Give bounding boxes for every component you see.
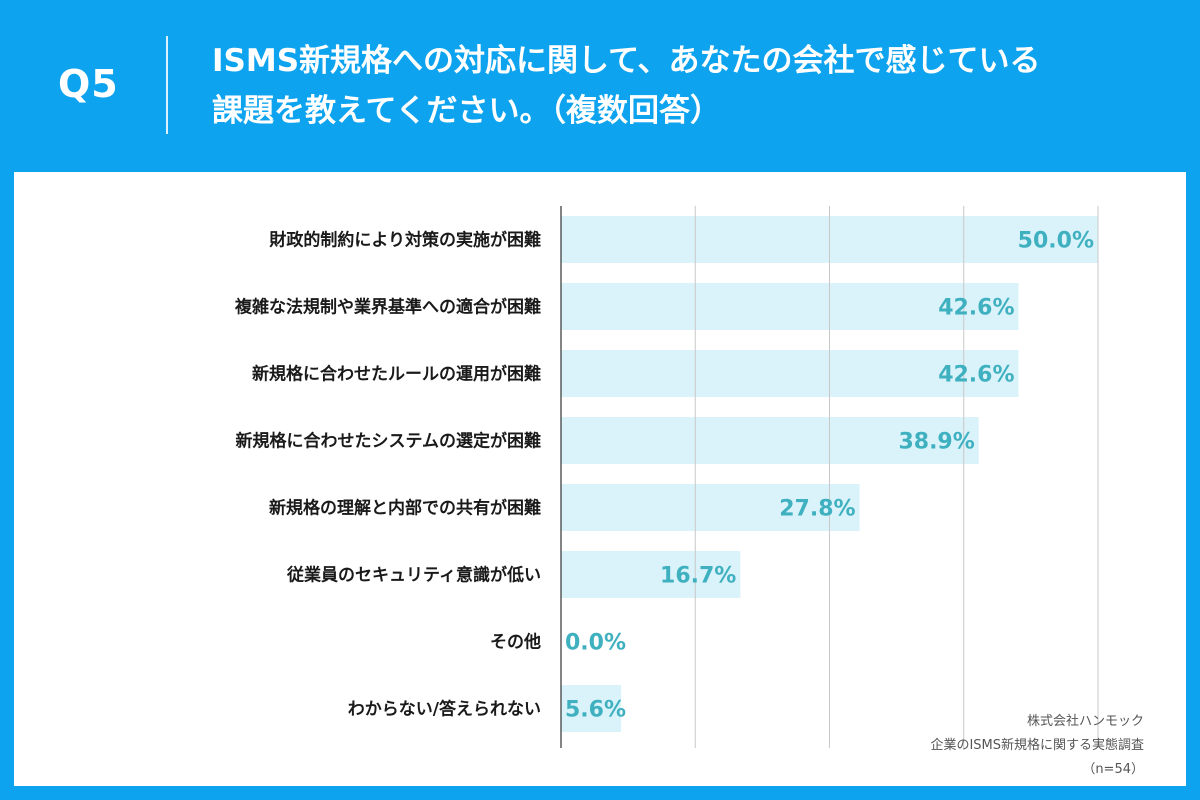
value-label-6: 0.0% — [565, 631, 626, 656]
question-number: Q5 — [58, 62, 119, 106]
question-header: Q5 ISMS新規格への対応に関して、あなたの会社で感じている 課題を教えてくだ… — [0, 0, 1200, 170]
source-company: 株式会社ハンモック — [1026, 714, 1144, 729]
bar-2 — [561, 350, 1019, 397]
source-sample: （n=54） — [1082, 762, 1144, 777]
category-label-1: 複雑な法規制や業界基準への適合が困難 — [234, 297, 541, 318]
value-label-2: 42.6% — [938, 363, 1014, 388]
value-label-5: 16.7% — [660, 564, 736, 589]
chart-panel: 財政的制約により対策の実施が困難 50.0% 複雑な法規制や業界基準への適合が困難 4… — [14, 172, 1186, 786]
bar-chart: 財政的制約により対策の実施が困難 50.0% 複雑な法規制や業界基準への適合が困難 4… — [234, 206, 1099, 748]
bar-7 — [561, 685, 622, 732]
value-label-1: 42.6% — [938, 296, 1014, 321]
bar-3 — [561, 417, 979, 464]
bar-5 — [561, 551, 741, 598]
category-label-5: 従業員のセキュリティ意識が低い — [286, 565, 541, 586]
category-label-4: 新規格の理解と内部での共有が困難 — [269, 498, 541, 519]
question-line-2: 課題を教えてください。（複数回答） — [212, 93, 722, 129]
category-label-3: 新規格に合わせたシステムの選定が困難 — [236, 431, 542, 452]
question-text: ISMS新規格への対応に関して、あなたの会社で感じている 課題を教えてください。… — [212, 36, 1172, 136]
category-label-6: その他 — [490, 632, 541, 653]
question-line-1: ISMS新規格への対応に関して、あなたの会社で感じている — [212, 43, 1041, 79]
bar-4 — [561, 484, 860, 531]
category-label-2: 新規格に合わせたルールの運用が困難 — [252, 364, 541, 385]
bar-1 — [561, 283, 1019, 330]
category-label-7: わからない/答えられない — [348, 699, 541, 720]
source-survey: 企業のISMS新規格に関する実態調査 — [930, 738, 1144, 753]
value-label-7: 5.6% — [565, 698, 626, 723]
header-divider — [166, 36, 168, 134]
value-label-3: 38.9% — [898, 430, 974, 455]
value-label-4: 27.8% — [779, 497, 855, 522]
value-label-0: 50.0% — [1018, 229, 1094, 254]
category-label-0: 財政的制約により対策の実施が困難 — [268, 230, 541, 251]
